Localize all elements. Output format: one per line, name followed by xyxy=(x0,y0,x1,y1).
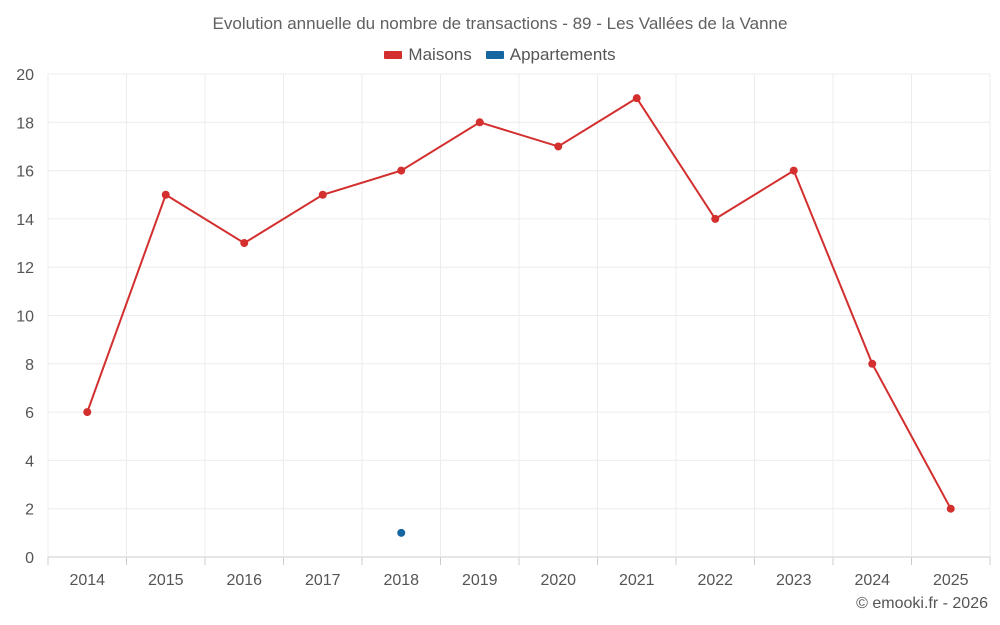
data-point-maisons xyxy=(946,504,955,513)
y-tick-label: 16 xyxy=(16,164,34,181)
data-point-maisons xyxy=(475,118,484,127)
credit-text: © emooki.fr - 2026 xyxy=(856,595,988,612)
legend-item-maisons[interactable]: Maisons xyxy=(384,45,472,65)
y-tick-label: 8 xyxy=(25,357,34,374)
x-tick-label: 2021 xyxy=(619,572,655,589)
x-tick-label: 2023 xyxy=(776,572,812,589)
chart-title: Evolution annuelle du nombre de transact… xyxy=(212,14,788,33)
y-tick-label: 14 xyxy=(16,212,34,229)
x-tick-label: 2022 xyxy=(697,572,733,589)
data-point-maisons xyxy=(318,190,327,199)
data-point-maisons xyxy=(789,166,798,175)
legend-label-maisons: Maisons xyxy=(408,45,472,64)
x-tick-label: 2024 xyxy=(854,572,890,589)
data-point-maisons xyxy=(632,94,641,103)
legend: Maisons Appartements xyxy=(0,45,1000,65)
x-tick-label: 2018 xyxy=(383,572,419,589)
series-line-maisons xyxy=(86,96,952,510)
data-point-maisons xyxy=(868,359,877,368)
y-tick-label: 12 xyxy=(16,260,34,277)
y-tick-label: 2 xyxy=(25,502,34,519)
y-tick-label: 6 xyxy=(25,405,34,422)
data-point-maisons xyxy=(83,408,92,417)
x-tick-label: 2014 xyxy=(69,572,105,589)
data-point-maisons xyxy=(554,142,563,151)
data-point-maisons xyxy=(397,166,406,175)
legend-swatch-maisons xyxy=(384,51,403,59)
y-tick-label: 18 xyxy=(16,115,34,132)
x-tick-label: 2015 xyxy=(148,572,184,589)
x-tick-label: 2016 xyxy=(226,572,262,589)
x-tick-label: 2019 xyxy=(462,572,498,589)
legend-label-appartements: Appartements xyxy=(509,45,616,64)
data-point-maisons xyxy=(711,214,720,223)
y-tick-label: 10 xyxy=(16,309,34,326)
y-tick-label: 0 xyxy=(25,550,34,567)
x-tick-label: 2020 xyxy=(540,572,576,589)
x-tick-label: 2025 xyxy=(933,572,969,589)
x-tick-label: 2017 xyxy=(305,572,341,589)
legend-swatch-appartements xyxy=(485,51,504,59)
data-point-maisons xyxy=(240,239,249,248)
y-tick-label: 4 xyxy=(25,453,34,470)
data-point-maisons xyxy=(161,190,170,199)
y-tick-label: 20 xyxy=(16,67,34,84)
legend-item-appartements[interactable]: Appartements xyxy=(485,45,616,65)
data-point-appartements xyxy=(397,528,406,537)
